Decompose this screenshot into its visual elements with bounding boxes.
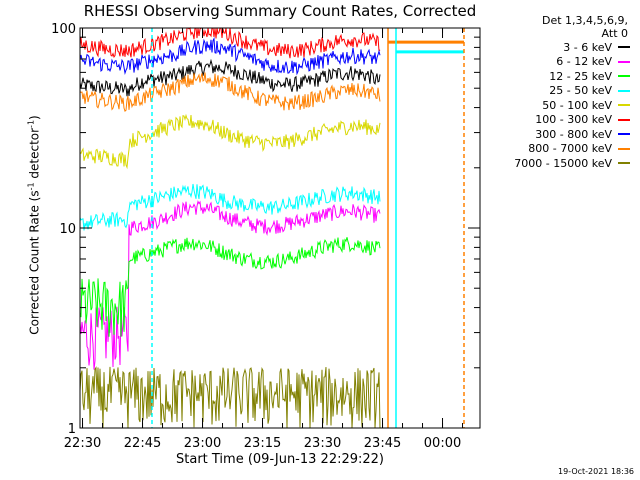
series-line-8 — [79, 366, 381, 429]
timestamp: 19-Oct-2021 18:36 — [558, 467, 634, 476]
x-tick-label: 23:00 — [184, 436, 221, 451]
legend: 3 - 6 keV 6 - 12 keV 12 - 25 keV 25 - 50 ke… — [480, 40, 630, 171]
legend-entry: 7000 - 15000 keV — [480, 156, 630, 171]
legend-label: 50 - 100 keV — [542, 98, 612, 112]
series-line-0 — [79, 58, 381, 97]
legend-swatch — [618, 89, 630, 92]
legend-swatch — [618, 162, 630, 165]
series-line-3 — [79, 183, 381, 231]
x-tick-label: 22:45 — [124, 436, 161, 451]
x-axis-label: Start Time (09-Jun-13 22:29:22) — [176, 452, 384, 467]
legend-label: 7000 - 15000 keV — [514, 156, 612, 170]
series-line-1 — [79, 200, 381, 370]
legend-label: 12 - 25 keV — [549, 69, 612, 83]
legend-swatch — [618, 60, 630, 63]
legend-swatch — [618, 118, 630, 121]
series-line-2 — [79, 237, 381, 337]
legend-label: 6 - 12 keV — [556, 55, 612, 69]
legend-entry: 6 - 12 keV — [480, 55, 630, 70]
x-tick-label: 00:00 — [424, 436, 461, 451]
legend-entry: 800 - 7000 keV — [480, 142, 630, 157]
legend-label: 25 - 50 keV — [549, 84, 612, 98]
x-tick-label: 23:30 — [304, 436, 341, 451]
legend-entry: 50 - 100 keV — [480, 98, 630, 113]
legend-entry: 300 - 800 keV — [480, 127, 630, 142]
legend-swatch — [618, 147, 630, 150]
series-line-7 — [79, 72, 381, 112]
y-tick-label: 100 — [51, 22, 76, 37]
legend-label: 3 - 6 keV — [563, 40, 612, 54]
legend-swatch — [618, 75, 630, 78]
legend-label: 800 - 7000 keV — [528, 142, 612, 156]
legend-entry: 100 - 300 keV — [480, 113, 630, 128]
legend-entry: 12 - 25 keV — [480, 69, 630, 84]
legend-label: 100 - 300 keV — [535, 113, 612, 127]
x-tick-label: 23:45 — [364, 436, 401, 451]
series-line-4 — [79, 113, 381, 170]
y-tick-label: 10 — [59, 222, 76, 237]
chart-title: RHESSI Observing Summary Count Rates, Co… — [83, 2, 477, 20]
legend-entry: 25 - 50 keV — [480, 84, 630, 99]
y-axis-label: Corrected Count Rate (s-1 detector-1) — [26, 115, 42, 335]
legend-entry: 3 - 6 keV — [480, 40, 630, 55]
detector-info-line1: Det 1,3,4,5,6,9, — [541, 14, 628, 27]
detector-info: Det 1,3,4,5,6,9, Att 0 — [542, 14, 628, 40]
y-tick-label: 1 — [68, 422, 76, 437]
legend-swatch — [618, 46, 630, 49]
legend-swatch — [618, 104, 630, 107]
legend-label: 300 - 800 keV — [535, 127, 612, 141]
series-line-6 — [79, 36, 381, 76]
detector-info-line2: Att 0 — [601, 27, 628, 40]
x-tick-label: 22:30 — [64, 436, 101, 451]
x-tick-label: 23:15 — [244, 436, 281, 451]
series-line-5 — [79, 27, 381, 59]
legend-swatch — [618, 133, 630, 136]
